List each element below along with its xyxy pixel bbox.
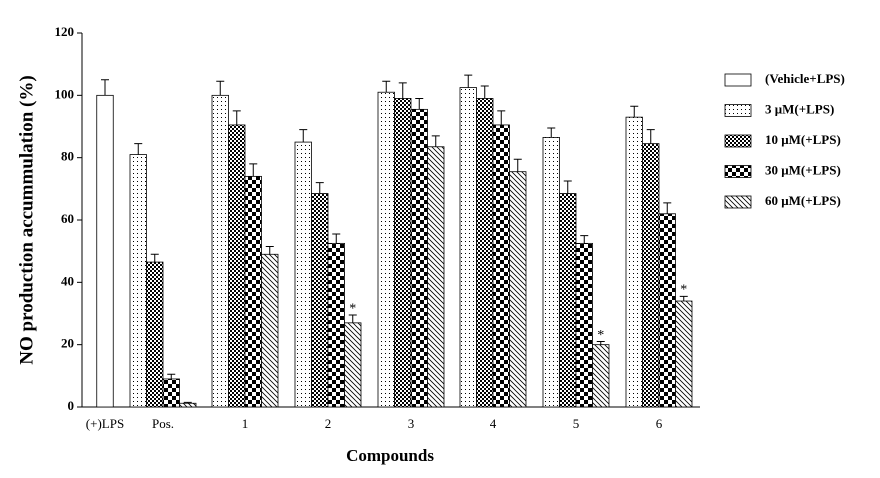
- bar: [476, 98, 494, 408]
- error-bar: [167, 373, 176, 379]
- error-bar: [150, 253, 159, 263]
- y-tick-label: 120: [55, 24, 75, 39]
- error-bar: [249, 163, 258, 177]
- x-tick-label: 5: [573, 416, 580, 431]
- bar: [394, 98, 412, 408]
- error-bar: [348, 314, 357, 323]
- error-bar: [332, 233, 341, 244]
- legend-swatch: [724, 134, 752, 148]
- error-bar: [497, 110, 506, 125]
- y-tick-label: 100: [55, 86, 75, 101]
- bar: [261, 253, 279, 408]
- annotation: *: [349, 301, 356, 316]
- error-bar: [101, 79, 109, 96]
- error-bar: [265, 245, 274, 255]
- bar: [592, 344, 610, 408]
- error-bar: [480, 85, 489, 99]
- error-bar: [646, 129, 655, 144]
- error-bar: [232, 110, 241, 125]
- x-tick-label: 1: [242, 416, 249, 431]
- bar: [344, 322, 362, 408]
- bar: [146, 261, 164, 408]
- bar: [211, 94, 229, 408]
- y-tick-label: 40: [61, 273, 74, 288]
- error-bar: [315, 182, 324, 194]
- error-bar: [663, 202, 672, 214]
- error-bar: [596, 341, 605, 345]
- x-tick-label: 4: [490, 416, 497, 431]
- bar: [179, 402, 197, 408]
- error-bar: [630, 105, 639, 118]
- bar: [625, 116, 643, 408]
- bar: [162, 378, 180, 408]
- error-bar: [580, 235, 589, 244]
- error-bar: [299, 129, 308, 143]
- error-bar: [382, 80, 391, 93]
- legend-label: (Vehicle+LPS): [765, 71, 845, 86]
- y-tick-label: 60: [61, 211, 74, 226]
- bar: [459, 87, 477, 408]
- x-tick-label: 3: [408, 416, 415, 431]
- annotation: *: [680, 283, 687, 298]
- bar: [675, 300, 693, 408]
- bar: [96, 94, 114, 408]
- legend-swatch: [724, 195, 752, 209]
- legend-swatch: [724, 165, 752, 178]
- error-bar: [679, 295, 688, 302]
- bar: [311, 193, 329, 408]
- legend-label: 60 μM(+LPS): [765, 193, 841, 208]
- bar: [642, 143, 660, 408]
- legend-label: 3 μM(+LPS): [765, 101, 834, 116]
- bar: [575, 242, 593, 408]
- y-axis-title: NO production accummulation (%): [16, 75, 37, 364]
- x-axis-title: Compounds: [346, 446, 434, 465]
- bar: [294, 141, 312, 408]
- bar: [377, 91, 395, 408]
- error-bar: [398, 82, 407, 99]
- y-tick-label: 80: [61, 149, 74, 164]
- annotation: *: [597, 328, 604, 343]
- error-bar: [415, 97, 424, 110]
- bar: [509, 171, 527, 408]
- x-tick-label: Pos.: [152, 416, 174, 431]
- bar: [228, 124, 246, 408]
- error-bar: [134, 143, 143, 155]
- error-bar: [563, 180, 572, 194]
- bar: [129, 154, 147, 408]
- x-tick-label: (+)LPS: [86, 416, 124, 431]
- bar: [559, 193, 577, 408]
- legend-swatch: [724, 104, 752, 117]
- legend-label: 30 μM(+LPS): [765, 162, 841, 177]
- error-bar: [464, 74, 473, 88]
- bar: [327, 242, 345, 408]
- bar: [427, 146, 445, 408]
- bar: [492, 124, 510, 408]
- bar: [658, 213, 676, 408]
- error-bar: [547, 127, 556, 138]
- error-bar: [216, 80, 225, 96]
- x-tick-label: 6: [656, 416, 663, 431]
- y-tick-label: 0: [68, 398, 75, 413]
- legend-swatch: [724, 73, 752, 87]
- bar: [244, 175, 262, 408]
- y-tick-label: 20: [61, 336, 74, 351]
- error-bar: [183, 401, 192, 404]
- bar: [542, 137, 560, 408]
- bar: [410, 108, 428, 408]
- x-tick-label: 2: [325, 416, 332, 431]
- error-bar: [513, 158, 522, 172]
- legend-label: 10 μM(+LPS): [765, 132, 841, 147]
- error-bar: [431, 135, 440, 147]
